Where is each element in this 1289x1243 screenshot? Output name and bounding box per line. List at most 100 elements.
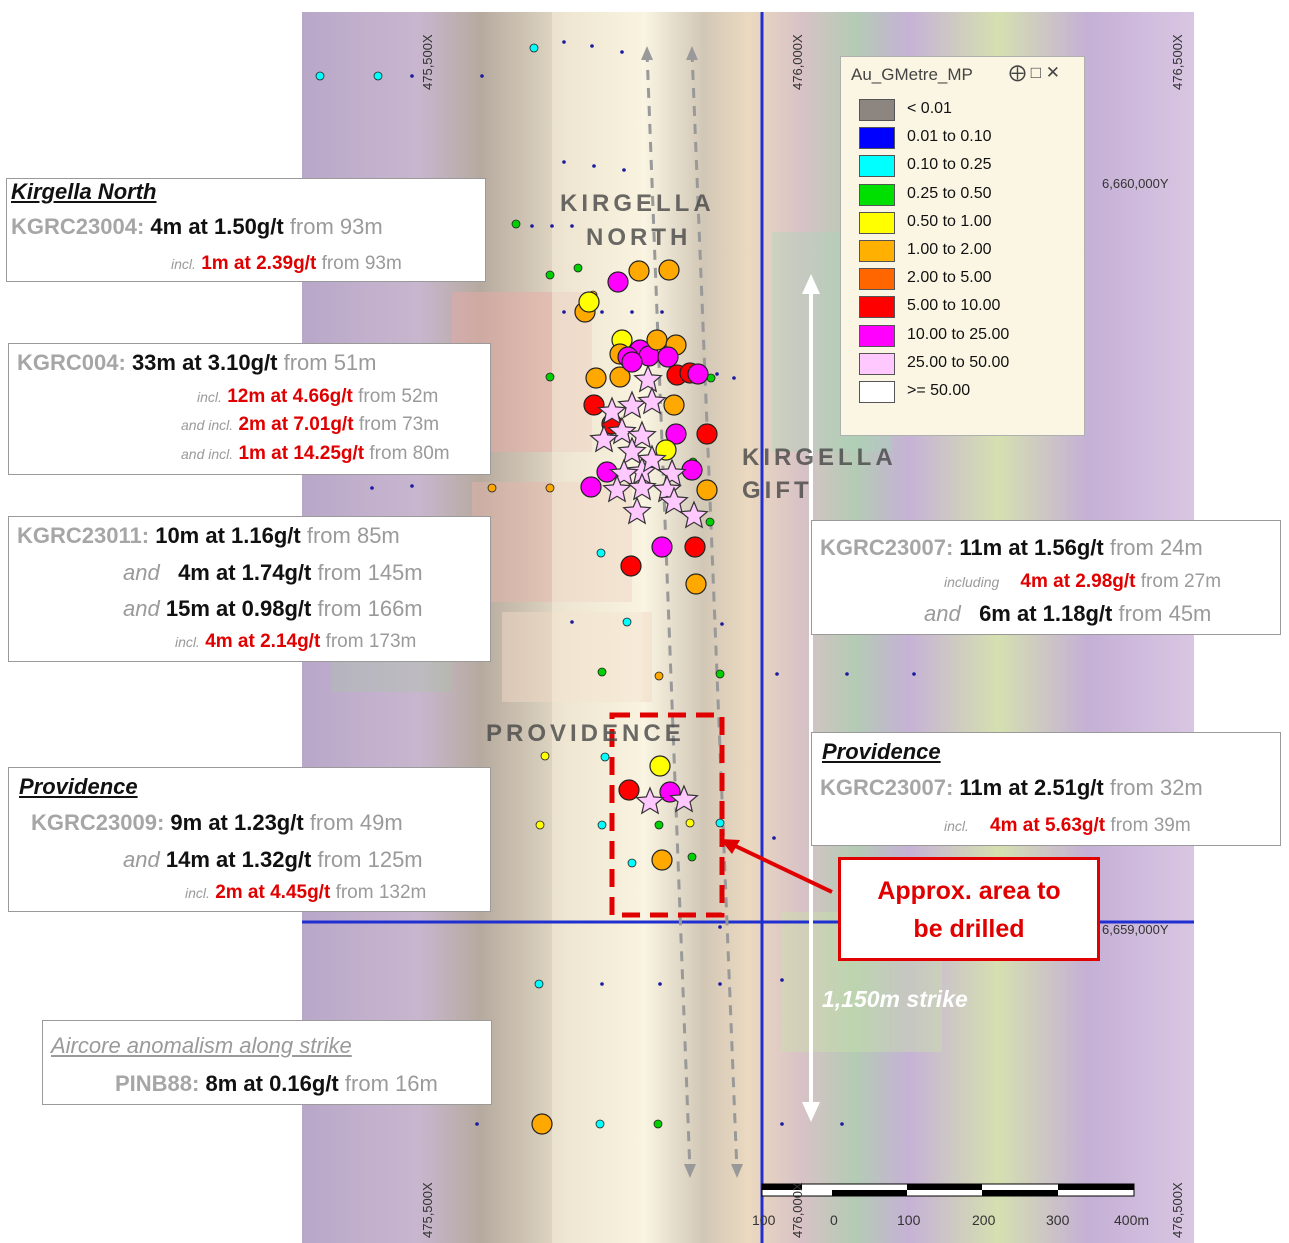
drillhole-star (617, 436, 647, 465)
legend-label: 10.00 to 25.00 (907, 325, 1010, 343)
legend-swatch (859, 155, 895, 178)
incl-word: including (944, 574, 1000, 590)
drillhole-collar (684, 536, 706, 558)
drillhole-collar (534, 979, 544, 989)
drillhole-collar (529, 43, 539, 53)
drillhole-collar (600, 752, 610, 762)
drillhole-collar (590, 44, 594, 48)
drillhole-star (657, 458, 687, 487)
drillhole-collar (685, 573, 707, 595)
incl-word: incl. (197, 389, 222, 405)
legend-window-buttons[interactable]: ⨁ □ ✕ (1009, 63, 1060, 82)
intercept: 10m at 1.16g/t (155, 523, 301, 548)
intercept: 33m at 3.10g/t (131, 350, 278, 375)
drillhole-collar (618, 779, 640, 801)
drillhole-collar (840, 1122, 844, 1126)
drillhole-star (617, 390, 647, 419)
drillhole-star (659, 486, 689, 515)
drillhole-collar (595, 1119, 605, 1129)
drillhole-collar (410, 74, 414, 78)
legend-panel: Au_GMetre_MP ⨁ □ ✕ < 0.01 0.01 to 0.10 0.1… (840, 56, 1085, 436)
callout-heading: Providence (19, 774, 138, 799)
drillhole-collar (651, 536, 673, 558)
intercept: 14m at 1.32g/t (165, 847, 312, 872)
drillhole-collar (315, 71, 325, 81)
intercept: 4m at 1.74g/t (178, 560, 312, 585)
incl-from: from 132m (335, 882, 427, 903)
drillhole-collar (585, 367, 607, 389)
incl-intercept: 1m at 14.25g/t (238, 443, 365, 464)
drillhole-collar (530, 224, 534, 228)
from-depth: from 145m (317, 560, 423, 585)
legend-swatch (859, 183, 895, 206)
northing-label-bottom: 6,659,000Y (1102, 922, 1169, 937)
incl-intercept: 2m at 7.01g/t (238, 414, 354, 435)
label-kirgella-gift-1: KIRGELLA (742, 444, 897, 471)
drillhole-collar (780, 978, 784, 982)
drillhole-collar (475, 1122, 479, 1126)
incl-from: from 93m (321, 253, 402, 274)
legend-title: Au_GMetre_MP (851, 65, 973, 84)
callout-heading: Kirgella North (11, 179, 157, 204)
drillhole-star (597, 396, 627, 425)
from-depth: from 85m (306, 523, 400, 548)
legend-swatch (859, 127, 895, 150)
hole-id: KGRC004: (17, 350, 126, 375)
and-word: and (123, 596, 160, 621)
drillhole-collar (545, 270, 555, 280)
from-depth: from 49m (309, 810, 403, 835)
intercept: 9m at 1.23g/t (170, 810, 304, 835)
incl-intercept: 4m at 5.63g/t (990, 815, 1106, 836)
incl-word: and incl. (181, 446, 234, 462)
drillhole-star (627, 472, 657, 501)
drillhole-collar (600, 982, 604, 986)
drillhole-star (637, 444, 667, 473)
drillhole-collar (845, 672, 849, 676)
scale-tick: 300 (1046, 1212, 1070, 1228)
legend-swatch (859, 240, 895, 262)
incl-from: from 39m (1110, 815, 1191, 836)
drillhole-collar (373, 71, 383, 81)
drill-area-callout: Approx. area to be drilled (838, 857, 1100, 961)
incl-from: from 27m (1140, 571, 1222, 592)
drillhole-collar (628, 260, 650, 282)
legend-swatch (859, 99, 895, 121)
callout-heading: Providence (822, 739, 941, 764)
drill-area-line2: be drilled (913, 915, 1025, 943)
legend-label: 0.10 to 0.25 (907, 156, 992, 174)
drillhole-collar (654, 820, 664, 830)
strike-length-label: 1,150m strike (822, 986, 968, 1012)
hole-id: KGRC23009: (31, 810, 165, 835)
easting-label-mid-bottom: 476,000X (790, 1182, 805, 1238)
incl-word: incl. (944, 818, 969, 834)
from-depth: from 166m (317, 596, 423, 621)
drillhole-collar (550, 224, 554, 228)
easting-label-left-bottom: 475,500X (420, 1182, 435, 1238)
incl-intercept: 4m at 2.14g/t (205, 631, 321, 652)
drillhole-collar (583, 394, 605, 416)
drillhole-collar (718, 925, 722, 929)
incl-from: from 80m (369, 443, 450, 464)
incl-from: from 73m (358, 414, 440, 435)
drillhole-star (637, 386, 667, 415)
drillhole-collar (696, 423, 718, 445)
legend-swatch (859, 211, 895, 234)
drillhole-collar (685, 818, 695, 828)
drillhole-collar (687, 363, 709, 385)
intercept: 15m at 0.98g/t (165, 596, 312, 621)
drillhole-collar (665, 423, 687, 445)
drillhole-collar (658, 982, 662, 986)
intercept: 8m at 0.16g/t (205, 1071, 339, 1096)
incl-word: incl. (185, 885, 210, 901)
incl-word: incl. (171, 256, 196, 272)
drillhole-collar (540, 751, 550, 761)
incl-word: incl. (175, 634, 200, 650)
drillhole-collar (562, 310, 566, 314)
drillhole-collar (720, 622, 724, 626)
legend-label: 0.01 to 0.10 (907, 128, 992, 146)
callout-heading: Aircore anomalism along strike (51, 1033, 352, 1058)
legend-label: >= 50.00 (907, 382, 971, 399)
drillhole-collar (562, 40, 566, 44)
incl-intercept: 4m at 2.98g/t (1020, 571, 1136, 592)
easting-label-mid-top: 476,000X (790, 34, 805, 90)
